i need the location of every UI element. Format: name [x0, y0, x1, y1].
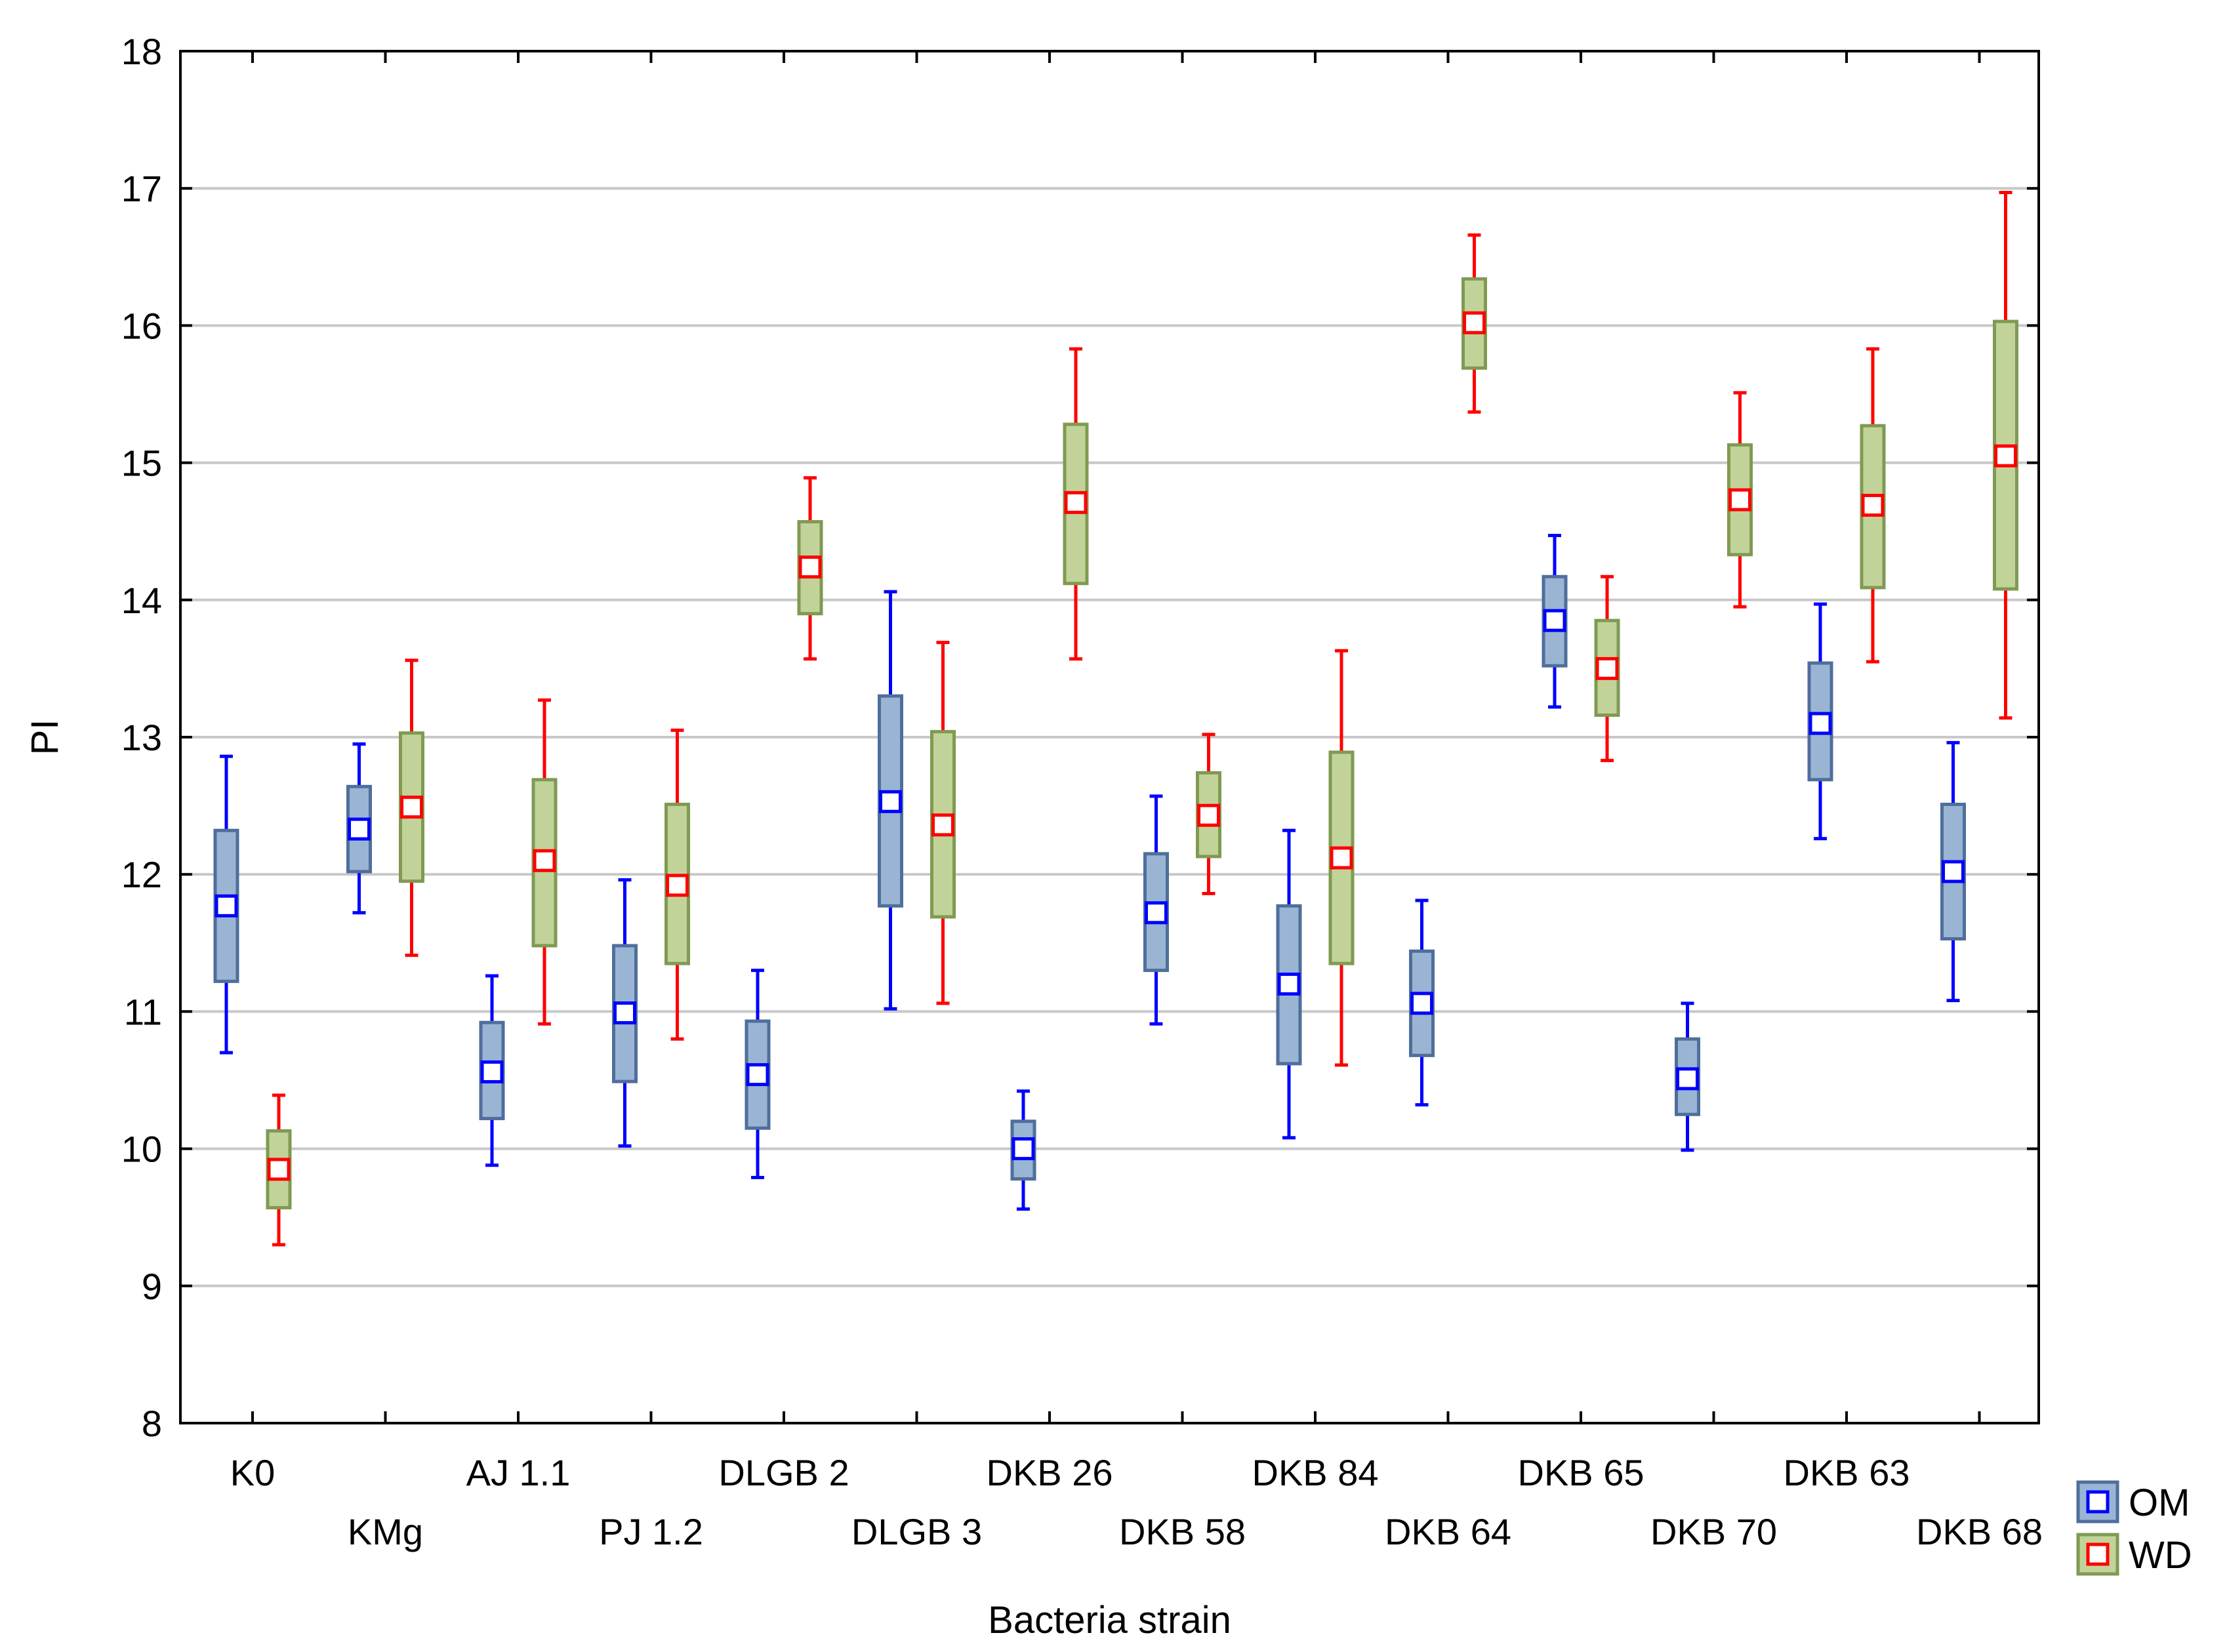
box-om	[878, 590, 903, 1011]
mean-marker	[215, 894, 238, 917]
y-tick-label: 9	[142, 1266, 162, 1307]
box-om	[612, 878, 638, 1148]
y-tick-label: 14	[121, 580, 162, 621]
box-wd	[664, 729, 690, 1041]
x-tick-label: DLGB 2	[718, 1452, 849, 1493]
box-om	[1940, 740, 1966, 1003]
box-om	[1807, 602, 1833, 841]
mean-marker	[400, 796, 423, 819]
mean-marker	[1543, 609, 1566, 632]
mean-marker	[1064, 491, 1088, 514]
box-om	[1542, 533, 1568, 709]
mean-marker	[1808, 712, 1832, 735]
box-wd	[531, 698, 558, 1026]
mean-marker	[480, 1060, 504, 1083]
y-axis-title: PI	[24, 719, 66, 755]
mean-marker	[348, 817, 371, 841]
mean-marker	[1011, 1137, 1035, 1161]
y-tick-labels: 8 9 10 11 12 13 14 15 16 17 18	[121, 31, 162, 1444]
box-wd	[399, 658, 424, 957]
x-tick-label: DKB 26	[987, 1452, 1113, 1493]
box-om	[1409, 898, 1435, 1107]
x-tick-label: AJ 1.1	[466, 1452, 571, 1493]
gridlines	[180, 187, 2039, 1287]
x-tick-label: DKB 84	[1252, 1452, 1379, 1493]
mean-marker	[1942, 860, 1965, 883]
box-wd	[930, 641, 956, 1005]
mean-marker	[1330, 846, 1353, 870]
mean-marker	[267, 1158, 291, 1181]
box-wd	[1461, 233, 1487, 414]
box-wd	[797, 476, 823, 661]
x-tick-label: DLGB 3	[851, 1511, 982, 1552]
y-tick-label: 8	[142, 1403, 162, 1444]
y-tick-label: 15	[121, 443, 162, 484]
x-tick-label: PJ 1.2	[599, 1511, 703, 1552]
mean-marker	[1463, 311, 1486, 334]
box-wd	[1860, 347, 1886, 664]
mean-marker	[1861, 493, 1885, 517]
x-tick-label: KMg	[348, 1511, 423, 1552]
mean-marker	[1994, 444, 2017, 468]
box-wd	[1594, 574, 1620, 763]
mean-marker	[1595, 656, 1619, 680]
legend-marker-om	[2086, 1490, 2110, 1514]
x-tick-label: DKB 68	[1916, 1511, 2043, 1552]
box-wd	[1063, 347, 1089, 661]
y-tick-label: 10	[121, 1129, 162, 1170]
box-om	[1143, 794, 1169, 1026]
box-wd	[1328, 649, 1355, 1067]
mean-marker	[533, 849, 556, 872]
y-tick-label: 11	[124, 991, 162, 1032]
y-tick-label: 18	[121, 31, 162, 72]
mean-marker	[1676, 1067, 1699, 1091]
y-tick-label: 16	[121, 305, 162, 346]
box-om	[1276, 828, 1302, 1140]
mean-marker	[613, 1001, 636, 1024]
x-tick-label: K0	[230, 1452, 276, 1493]
box-plots	[213, 190, 2018, 1247]
box-om	[1010, 1089, 1036, 1211]
box-wd	[266, 1093, 292, 1247]
x-tick-label: DKB 58	[1119, 1511, 1246, 1552]
mean-marker	[1728, 488, 1751, 512]
x-axis-title: Bacteria strain	[988, 1599, 1231, 1642]
box-om	[213, 754, 239, 1055]
legend-marker-wd	[2086, 1542, 2110, 1566]
legend: OM WD	[2076, 1480, 2192, 1577]
mean-marker	[746, 1063, 769, 1087]
y-tick-label: 13	[121, 717, 162, 758]
box-om	[745, 969, 771, 1180]
x-tick-label: DKB 64	[1385, 1511, 1511, 1552]
box-wd	[1727, 391, 1753, 609]
mean-marker	[879, 790, 902, 813]
mean-marker	[1277, 973, 1301, 996]
box-om	[1675, 1001, 1700, 1152]
box-wd	[1993, 190, 2018, 720]
box-wd	[1196, 733, 1221, 895]
mean-marker	[798, 555, 822, 579]
axis-ticks	[180, 50, 2039, 1424]
x-tick-label: DKB 65	[1518, 1452, 1645, 1493]
mean-marker	[666, 874, 689, 897]
legend-label-om: OM	[2129, 1481, 2190, 1524]
x-tick-label: DKB 63	[1784, 1452, 1910, 1493]
box-om	[479, 974, 505, 1167]
mean-marker	[931, 813, 954, 837]
legend-swatch-wd	[2076, 1533, 2119, 1576]
mean-marker	[1145, 901, 1168, 925]
mean-marker	[1410, 992, 1433, 1015]
y-tick-label: 17	[121, 168, 162, 209]
x-tick-label: DKB 70	[1650, 1511, 1777, 1552]
legend-label-wd: WD	[2129, 1534, 2192, 1577]
box-om	[346, 742, 372, 915]
mean-marker	[1197, 803, 1220, 827]
y-tick-label: 12	[121, 854, 162, 895]
